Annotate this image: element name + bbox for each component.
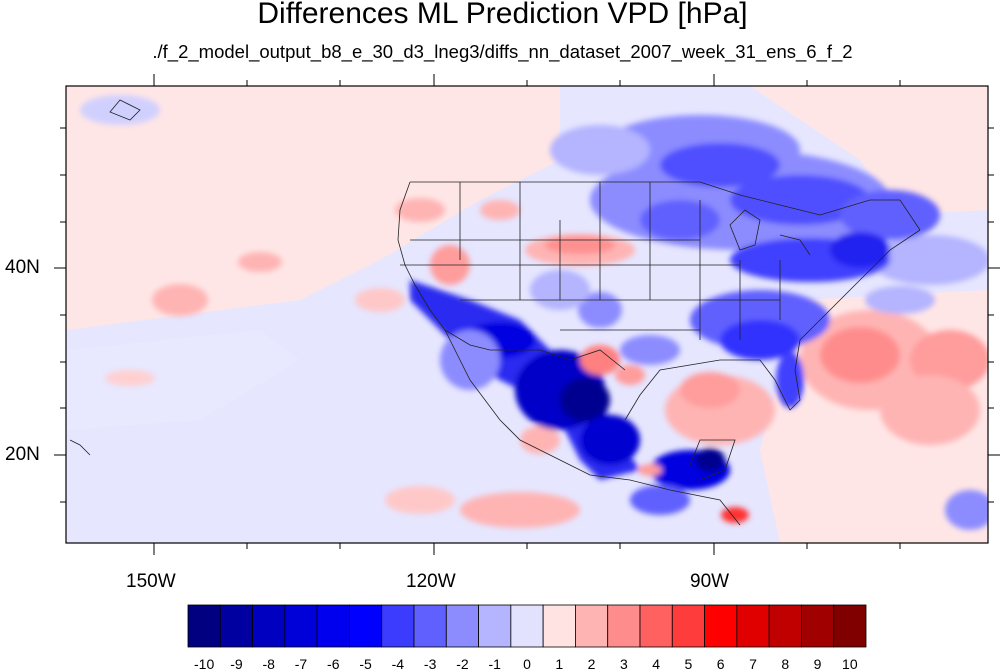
vpd-difference-field (66, 86, 988, 543)
colorbar-label: -6 (327, 656, 340, 672)
colorbar-label: 9 (813, 656, 822, 672)
colorbar-label: 0 (523, 656, 531, 672)
colorbar-swatch (801, 604, 835, 648)
colorbar-swatch (768, 604, 802, 648)
axis-ticks (54, 74, 1000, 555)
lon-label-90w: 90W (690, 571, 730, 592)
lon-label-150w: 150W (126, 571, 176, 592)
colorbar-label: 5 (684, 656, 693, 672)
colorbar-label: -1 (488, 656, 501, 672)
colorbar-label: 8 (781, 656, 790, 672)
lon-label-120w: 120W (406, 571, 456, 592)
plot-subtitle: ./f_2_model_output_b8_e_30_d3_lneg3/diff… (152, 41, 853, 62)
coastlines-and-borders (69, 99, 921, 526)
colorbar-swatch (736, 604, 770, 648)
colorbar-label: -7 (294, 656, 308, 672)
colorbar-swatch (671, 604, 705, 648)
lat-label-20n: 20N (5, 444, 40, 465)
colorbar-label: 1 (555, 656, 564, 672)
colorbar-label: -8 (262, 656, 275, 672)
colorbar-label: 7 (749, 656, 757, 672)
colorbar-label: 3 (619, 656, 628, 672)
colorbar-swatch (219, 604, 253, 648)
colorbar-swatch (445, 604, 479, 648)
colorbar-swatch (349, 604, 383, 648)
colorbar (187, 604, 867, 648)
colorbar-label: -10 (194, 656, 215, 672)
colorbar-swatch (575, 604, 609, 648)
plot-title: Differences ML Prediction VPD [hPa] (257, 0, 748, 30)
colorbar-swatch (284, 604, 318, 648)
colorbar-swatch (252, 604, 286, 648)
colorbar-swatch (187, 604, 221, 648)
colorbar-swatch (510, 604, 544, 648)
colorbar-label: 10 (842, 656, 858, 672)
colorbar-swatch (413, 604, 447, 648)
colorbar-swatch (833, 604, 867, 648)
colorbar-swatch (478, 604, 512, 648)
colorbar-label: -9 (230, 656, 243, 672)
colorbar-swatch (704, 604, 738, 648)
colorbar-label: 6 (716, 656, 725, 672)
colorbar-swatch (316, 604, 350, 648)
colorbar-label: 2 (587, 656, 596, 672)
colorbar-label: -5 (359, 656, 372, 672)
lat-label-40n: 40N (5, 257, 40, 278)
colorbar-swatch (639, 604, 673, 648)
colorbar-swatch (381, 604, 415, 648)
colorbar-label: -3 (423, 656, 437, 672)
colorbar-swatch (607, 604, 641, 648)
colorbar-label: -4 (391, 656, 405, 672)
colorbar-label: 4 (652, 656, 661, 672)
colorbar-label: -2 (456, 656, 469, 672)
colorbar-swatch (542, 604, 576, 648)
